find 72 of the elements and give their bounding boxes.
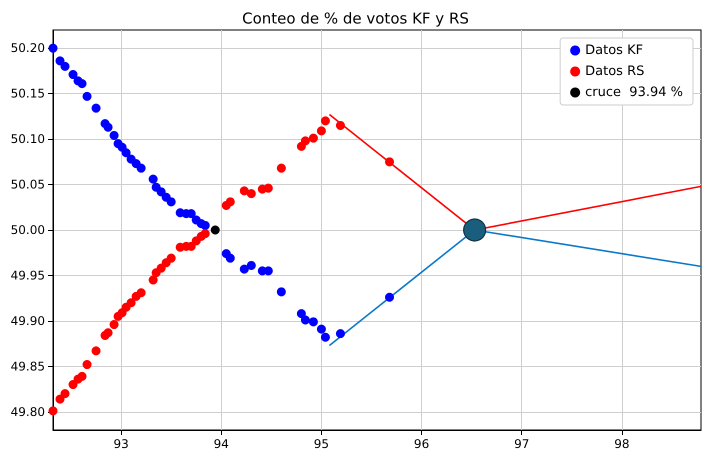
point xyxy=(68,70,78,80)
x-tick-label: 96 xyxy=(414,437,430,451)
point xyxy=(264,184,273,193)
y-tick-label: 49.80 xyxy=(10,404,45,419)
point xyxy=(60,62,70,71)
point xyxy=(92,346,101,356)
legend-label: cruce 93.94 % xyxy=(585,85,683,100)
point xyxy=(68,380,78,390)
point xyxy=(336,329,345,338)
point xyxy=(156,187,166,196)
point xyxy=(200,220,210,230)
point xyxy=(240,186,249,196)
y-tick-label: 50.10 xyxy=(10,132,45,146)
legend-label: Datos RS xyxy=(585,64,644,79)
point xyxy=(92,104,101,113)
y-tick-label: 49.95 xyxy=(10,268,45,282)
x-tick-label: 98 xyxy=(614,437,630,451)
point xyxy=(226,197,235,206)
point xyxy=(56,56,65,66)
point xyxy=(316,324,326,334)
point xyxy=(110,320,119,330)
point xyxy=(136,288,146,298)
x-tick-label: 93 xyxy=(113,437,129,451)
point xyxy=(385,157,394,166)
point xyxy=(300,316,310,324)
y-tick-label: 50.00 xyxy=(10,223,45,237)
point xyxy=(136,164,146,173)
point xyxy=(320,116,330,126)
y-tick-label: 49.90 xyxy=(10,314,45,328)
point xyxy=(82,360,92,370)
point xyxy=(104,328,113,338)
y-tick-label: 50.05 xyxy=(10,178,45,192)
point xyxy=(200,229,210,238)
point xyxy=(78,79,87,88)
point xyxy=(296,309,306,318)
point xyxy=(148,276,158,284)
point xyxy=(300,136,310,146)
point xyxy=(56,394,65,404)
point xyxy=(276,164,286,173)
point xyxy=(240,264,249,274)
point xyxy=(385,292,394,302)
point xyxy=(166,197,176,206)
point xyxy=(276,287,286,296)
point xyxy=(308,317,318,326)
point xyxy=(308,134,318,143)
point xyxy=(316,126,326,136)
point xyxy=(246,260,256,270)
point xyxy=(60,389,70,398)
point xyxy=(246,189,256,198)
point xyxy=(82,92,92,101)
point xyxy=(166,254,176,263)
point xyxy=(104,122,113,132)
chart-title: Conteo de % de votos KF y RS xyxy=(242,10,469,28)
point xyxy=(226,254,235,263)
point xyxy=(148,174,158,184)
point xyxy=(48,406,58,416)
x-tick-label: 95 xyxy=(314,437,330,451)
point xyxy=(48,44,58,53)
y-tick-label: 50.15 xyxy=(10,86,45,101)
point xyxy=(110,130,119,140)
point xyxy=(156,264,166,273)
x-tick-label: 97 xyxy=(514,437,530,451)
point xyxy=(78,372,87,381)
y-tick-label: 49.85 xyxy=(10,359,45,374)
point xyxy=(126,298,136,308)
point xyxy=(210,226,220,234)
point xyxy=(122,148,131,158)
y-tick-label: 50.20 xyxy=(10,41,45,56)
legend-label: Datos KF xyxy=(585,43,644,58)
point xyxy=(320,332,330,342)
point xyxy=(336,120,345,130)
x-tick-label: 94 xyxy=(214,437,229,451)
